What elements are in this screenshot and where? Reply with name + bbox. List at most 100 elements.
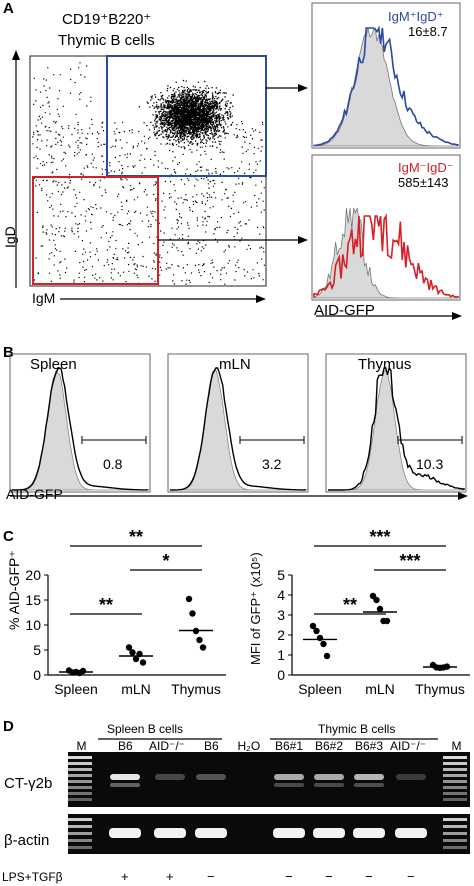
ladder-band xyxy=(443,825,467,828)
significance-label: * xyxy=(162,551,169,571)
y-tick-label: 0 xyxy=(277,667,285,683)
gel-lane-label: H₂O xyxy=(237,739,261,753)
gel-row1-label: CT-γ2b xyxy=(4,775,53,792)
panel-letter-d: D xyxy=(3,718,14,735)
hist-a-bottom-red xyxy=(313,213,459,298)
data-point xyxy=(125,644,133,651)
gel-image xyxy=(68,752,470,854)
ladder-band xyxy=(68,786,92,789)
gel-band-actin xyxy=(109,828,141,838)
significance-label: ** xyxy=(99,595,113,615)
ladder-band xyxy=(443,762,467,765)
data-point xyxy=(376,605,384,613)
hist-b-title-mln: mLN xyxy=(219,356,251,373)
gel-treatment-mark: + xyxy=(166,869,174,884)
hist-b-pct-mln: 3.2 xyxy=(262,456,282,472)
data-point xyxy=(132,655,140,663)
panel-a-title-line2: Thymic B cells xyxy=(58,32,155,49)
gel-band-actin xyxy=(154,828,186,838)
data-point xyxy=(199,644,207,651)
gel-group-spleen: Spleen B cells xyxy=(107,722,184,736)
y-tick-label: 1 xyxy=(277,647,285,663)
ladder-band xyxy=(68,798,92,801)
gel-band-actin xyxy=(395,828,427,838)
gel-treatment-mark: − xyxy=(285,869,293,884)
y-tick-label: 20 xyxy=(25,567,41,583)
gel-lane-label: AID⁻/⁻ xyxy=(149,739,186,753)
ladder-band xyxy=(443,818,467,821)
ladder-band xyxy=(443,846,467,849)
gel-lane-label: B6#2 xyxy=(315,739,344,753)
data-point xyxy=(129,649,136,656)
gel-band-actin xyxy=(273,828,305,838)
gel-band-actin xyxy=(353,828,385,838)
dotplot-events xyxy=(32,62,266,285)
gel-treatment-label: LPS+TGFβ xyxy=(2,870,63,884)
ladder-band xyxy=(68,825,92,828)
gate-bottom-label: IgM⁻IgD⁻ xyxy=(398,160,454,175)
data-point xyxy=(316,634,324,642)
hist-b-control-thymus xyxy=(328,369,464,491)
ladder-band xyxy=(443,756,467,759)
hist-b-sample-spleen xyxy=(12,367,149,491)
y-tick-label: 15 xyxy=(25,592,41,608)
y-tick-label: 0 xyxy=(33,667,41,683)
gel-band-ct xyxy=(396,774,426,780)
ladder-band xyxy=(443,780,467,783)
gate-bottom-value: 585±143 xyxy=(398,175,449,190)
gel-lane-label: B6 xyxy=(204,739,219,753)
x-tick-label: mLN xyxy=(121,681,151,697)
gel-band-ct xyxy=(155,774,185,780)
hist-b-frame-spleen xyxy=(9,353,151,493)
gel-treatment-mark: − xyxy=(207,869,215,884)
data-point xyxy=(79,667,87,675)
ladder-band xyxy=(68,762,92,765)
hist-a-top-blue xyxy=(313,25,459,147)
gel-band-ct xyxy=(274,774,304,780)
y-tick-label: 10 xyxy=(25,617,41,633)
ladder-band xyxy=(68,774,92,777)
scatter-left-ylabel: % AID-GFP⁺ xyxy=(6,550,22,630)
ladder-band xyxy=(68,768,92,771)
panel-letter-a: A xyxy=(3,0,14,17)
data-point xyxy=(309,622,317,630)
gel-band-ct xyxy=(110,774,140,780)
panel-b-histograms xyxy=(9,353,468,500)
ladder-band xyxy=(443,774,467,777)
data-point xyxy=(313,627,320,635)
hist-b-sample-mln xyxy=(170,367,307,491)
panel-letter-b: B xyxy=(3,344,14,361)
hist-b-title-thymus: Thymus xyxy=(358,356,412,373)
hist-a-top-control xyxy=(313,27,458,147)
hist-b-control-spleen xyxy=(12,368,148,491)
gel-band-actin xyxy=(313,828,345,838)
hist-a-bottom-control xyxy=(313,207,458,299)
y-tick-label: 5 xyxy=(33,642,41,658)
dotplot-x-arrow xyxy=(256,295,266,303)
hist-b-frame-thymus xyxy=(325,353,467,493)
x-tick-label: Spleen xyxy=(298,681,342,697)
y-tick-label: 5 xyxy=(277,567,285,583)
dotplot-y-arrow xyxy=(12,50,20,60)
y-tick-label: 3 xyxy=(277,607,285,623)
data-point xyxy=(323,652,331,660)
gate-igm-igd-pos xyxy=(106,55,267,177)
hist-b-title-spleen: Spleen xyxy=(30,356,77,373)
significance-label: *** xyxy=(369,527,390,547)
ladder-band xyxy=(443,798,467,801)
y-tick-label: 4 xyxy=(277,587,285,603)
gate-igm-igd-neg xyxy=(32,176,159,285)
ladder-band xyxy=(443,786,467,789)
hist-b-pct-spleen: 0.8 xyxy=(103,456,123,472)
gel-lane-label: B6#1 xyxy=(275,739,304,753)
gel-treatment-mark: + xyxy=(121,869,129,884)
gel-treatment-mark: − xyxy=(325,869,333,884)
gel-lane-label: AID⁻/⁻ xyxy=(390,739,427,753)
ladder-band xyxy=(68,780,92,783)
hist-b-frame-mln xyxy=(167,353,309,493)
ladder-band xyxy=(68,846,92,849)
x-tick-label: mLN xyxy=(365,681,395,697)
gel-treatment-mark: − xyxy=(407,869,415,884)
hist-a-group xyxy=(311,2,461,301)
